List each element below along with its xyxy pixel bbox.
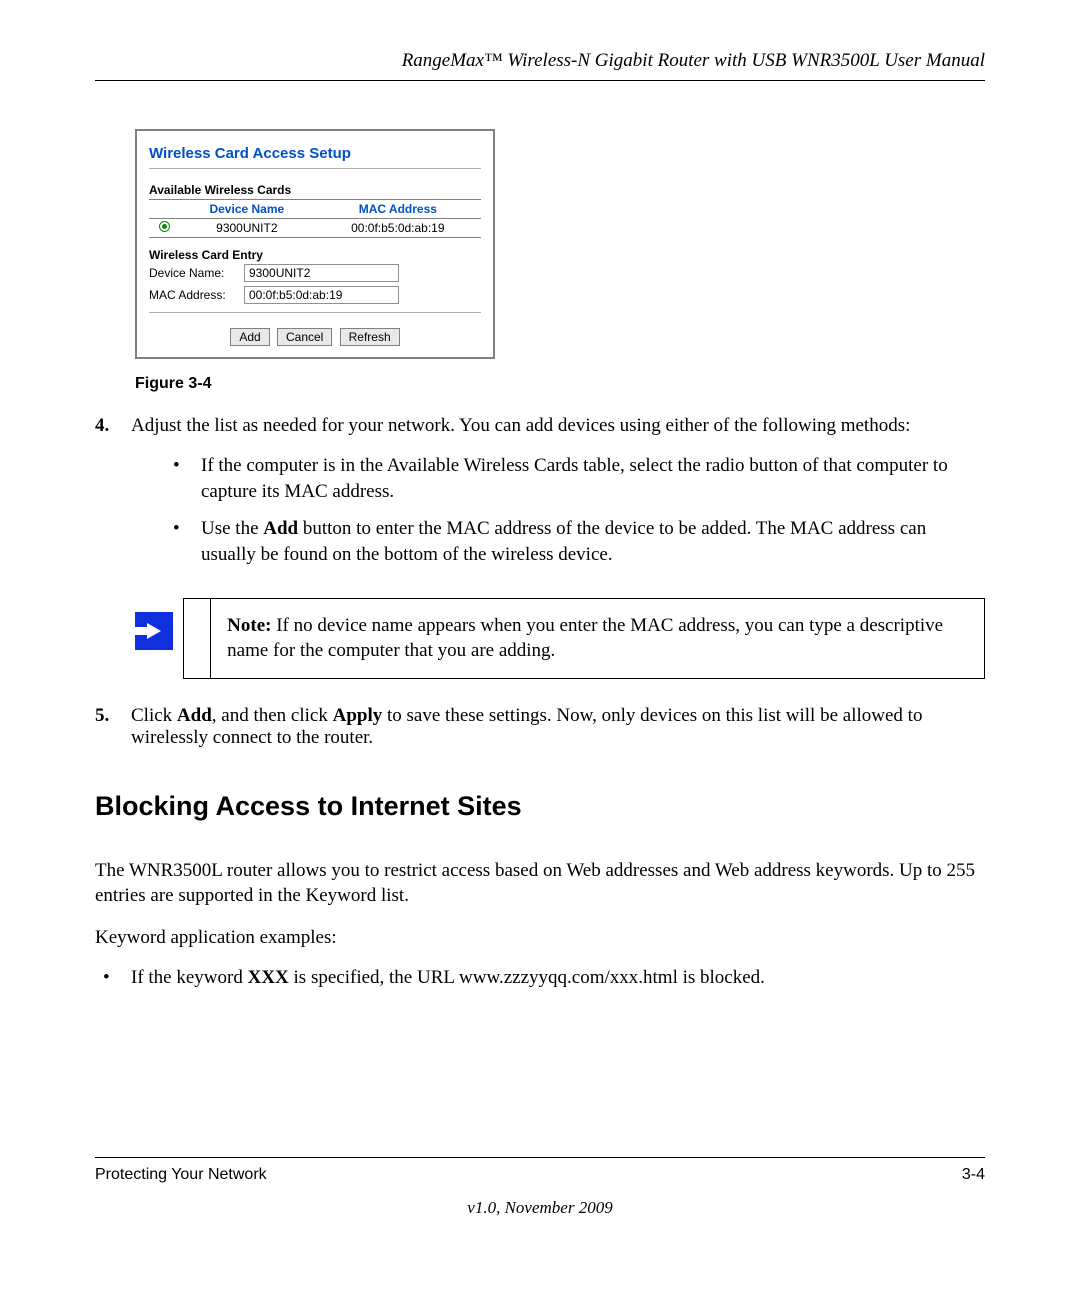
paragraph: Keyword application examples: bbox=[95, 925, 985, 951]
figure-caption: Figure 3-4 bbox=[135, 375, 985, 393]
entry-heading: Wireless Card Entry bbox=[149, 248, 481, 262]
header-title: RangeMax™ Wireless-N Gigabit Router with… bbox=[402, 50, 985, 71]
step-number: 5. bbox=[95, 705, 131, 749]
note-text: Note: If no device name appears when you… bbox=[211, 599, 984, 678]
mac-address-input[interactable] bbox=[244, 286, 399, 304]
table-row: 9300UNIT2 00:0f:b5:0d:ab:19 bbox=[149, 219, 481, 238]
available-cards-table: Device Name MAC Address 9300UNIT2 00:0f:… bbox=[149, 199, 481, 238]
keyword-bullet: If the keyword XXX is specified, the URL… bbox=[95, 967, 985, 989]
cancel-button[interactable]: Cancel bbox=[277, 328, 332, 346]
step4-bullet1: If the computer is in the Available Wire… bbox=[173, 453, 985, 504]
divider bbox=[149, 168, 481, 169]
step-number: 4. bbox=[95, 415, 131, 580]
radio-selected-icon[interactable] bbox=[159, 221, 170, 232]
footer-page: 3-4 bbox=[962, 1166, 985, 1184]
step5-text: Click Add, and then click Apply to save … bbox=[131, 705, 985, 749]
col-device-name: Device Name bbox=[179, 200, 315, 219]
keyword-bullets: If the keyword XXX is specified, the URL… bbox=[95, 967, 985, 989]
step4-text: Adjust the list as needed for your netwo… bbox=[131, 415, 910, 436]
available-cards-heading: Available Wireless Cards bbox=[149, 183, 481, 197]
button-row: Add Cancel Refresh bbox=[149, 325, 481, 347]
device-name-label: Device Name: bbox=[149, 266, 244, 280]
note-block: Note: If no device name appears when you… bbox=[135, 598, 985, 679]
cell-device: 9300UNIT2 bbox=[179, 219, 315, 238]
numbered-list: 4. Adjust the list as needed for your ne… bbox=[95, 415, 985, 580]
page-header: RangeMax™ Wireless-N Gigabit Router with… bbox=[95, 50, 985, 81]
col-radio bbox=[149, 200, 179, 219]
numbered-list: 5. Click Add, and then click Apply to sa… bbox=[95, 705, 985, 749]
page-footer: Protecting Your Network 3-4 v1.0, Novemb… bbox=[95, 1157, 985, 1218]
note-arrow-icon bbox=[135, 612, 173, 650]
divider bbox=[149, 312, 481, 313]
footer-left: Protecting Your Network bbox=[95, 1166, 267, 1184]
cell-mac: 00:0f:b5:0d:ab:19 bbox=[315, 219, 481, 238]
section-heading: Blocking Access to Internet Sites bbox=[95, 791, 985, 822]
add-button[interactable]: Add bbox=[230, 328, 269, 346]
step4-bullet2: Use the Add button to enter the MAC addr… bbox=[173, 516, 985, 567]
screenshot-title: Wireless Card Access Setup bbox=[149, 145, 481, 162]
footer-version: v1.0, November 2009 bbox=[95, 1198, 985, 1218]
mac-address-label: MAC Address: bbox=[149, 288, 244, 302]
col-mac-address: MAC Address bbox=[315, 200, 481, 219]
refresh-button[interactable]: Refresh bbox=[340, 328, 400, 346]
device-name-input[interactable] bbox=[244, 264, 399, 282]
wireless-card-setup-screenshot: Wireless Card Access Setup Available Wir… bbox=[135, 129, 495, 359]
paragraph: The WNR3500L router allows you to restri… bbox=[95, 858, 985, 909]
